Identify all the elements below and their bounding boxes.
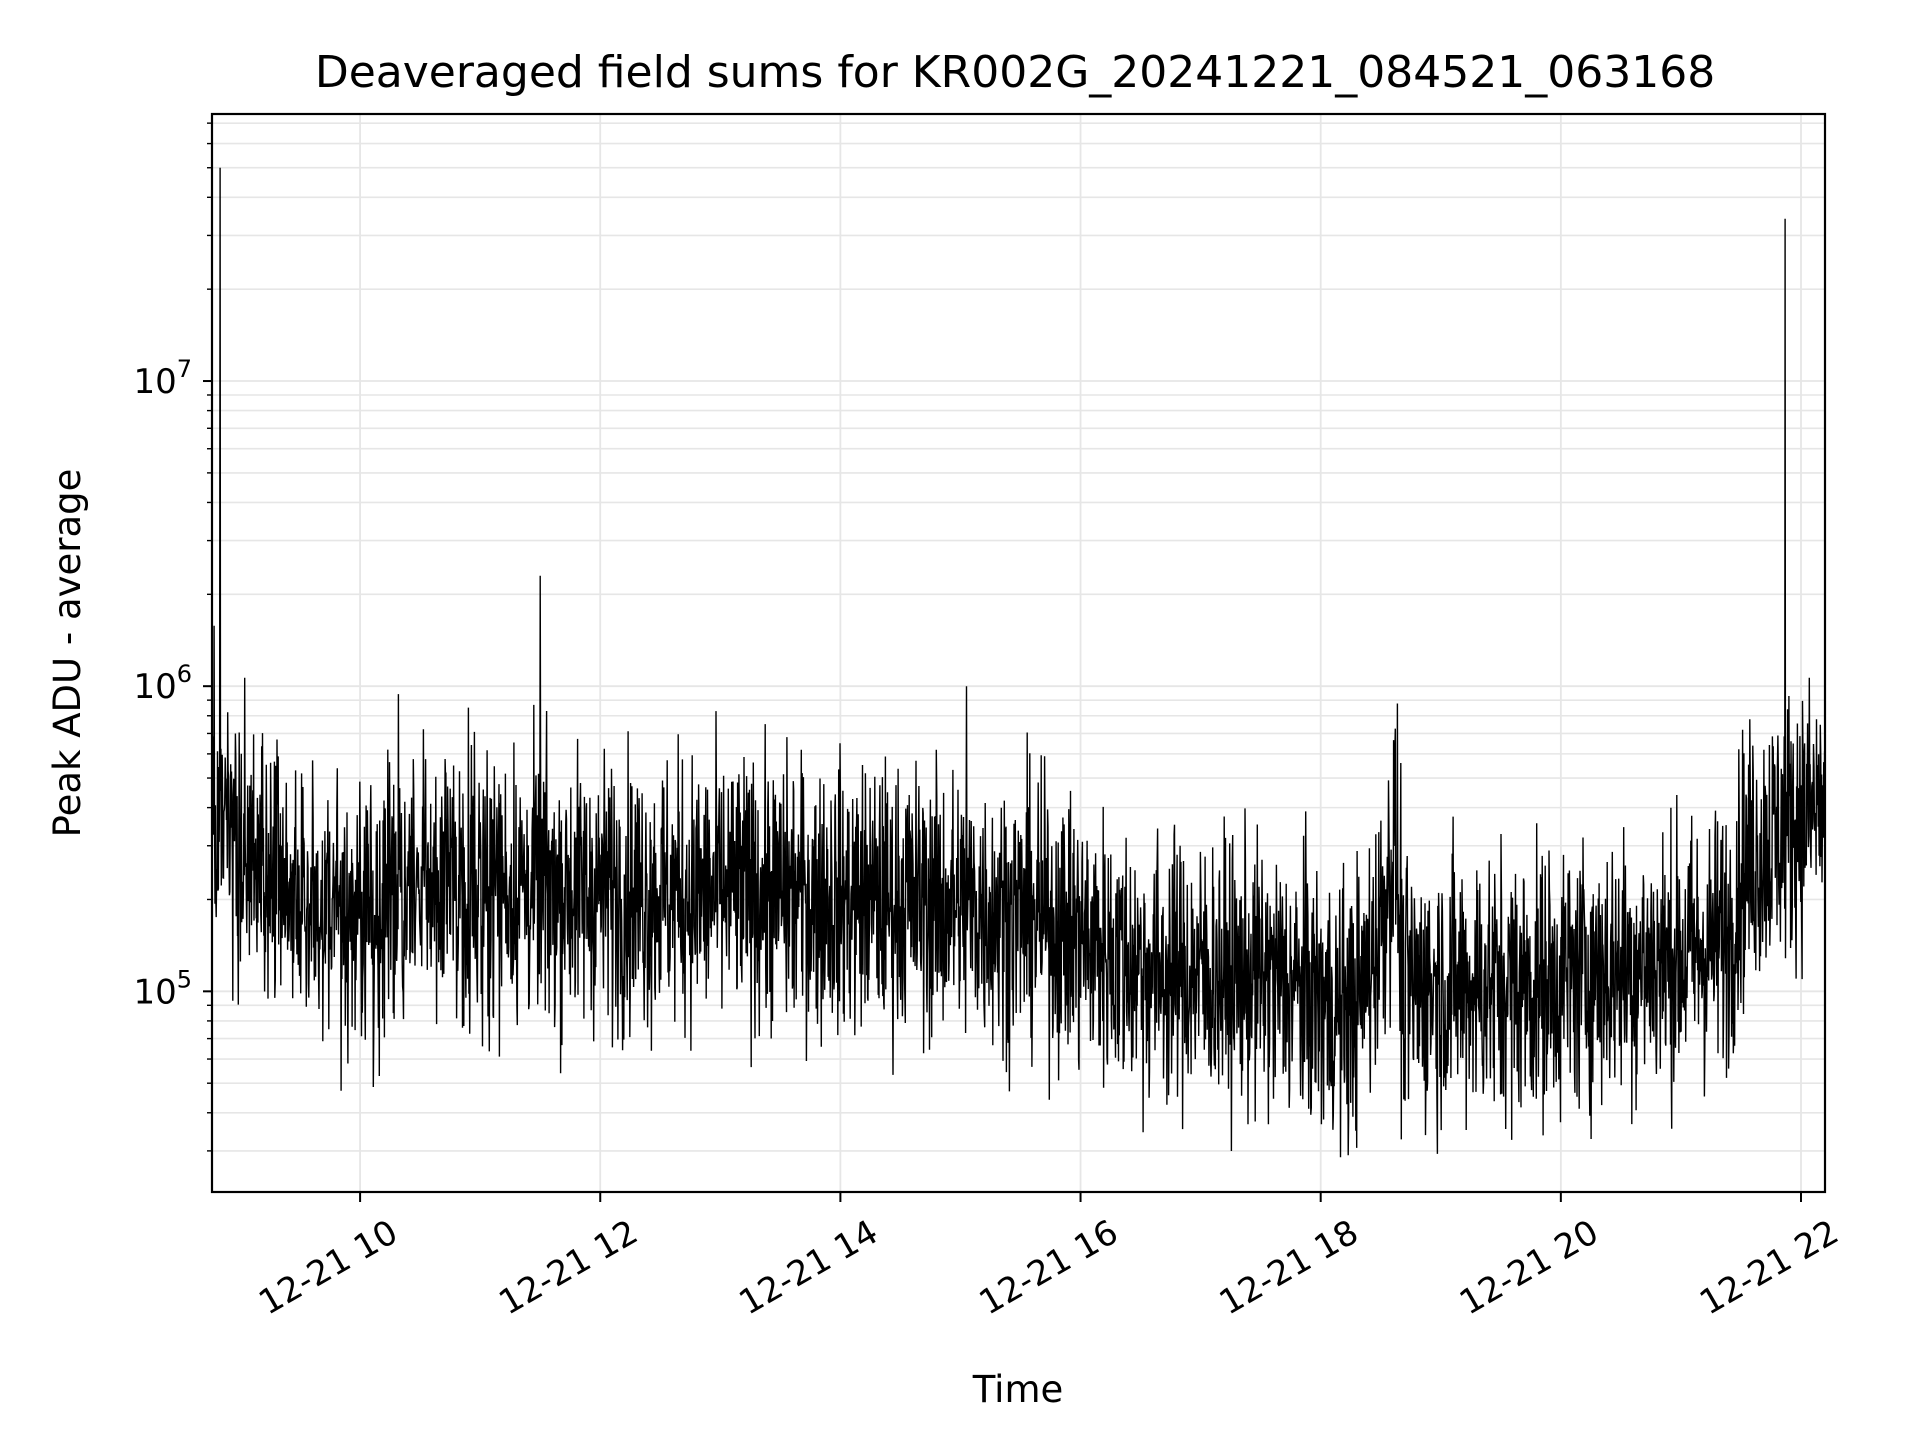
plot-frame <box>210 112 1827 1194</box>
x-tick-label: 12-21 22 <box>1693 1212 1845 1323</box>
grid <box>212 114 1825 1192</box>
y-tick-label: 107 <box>133 355 192 402</box>
x-axis: 12-21 10 12-21 12 12-21 14 12-21 16 12-21 18… <box>252 1192 1845 1323</box>
chart-title: Deaveraged field sums for KR002G_2024122… <box>315 47 1715 98</box>
y-axis: 105 106 107 <box>133 122 212 1152</box>
x-tick-label: 12-21 14 <box>732 1212 884 1323</box>
x-tick-label: 12-21 12 <box>492 1212 644 1323</box>
series-line <box>211 167 1826 1158</box>
x-tick-label: 12-21 16 <box>973 1212 1125 1323</box>
x-tick-label: 12-21 18 <box>1213 1212 1365 1323</box>
x-axis-title: Time <box>972 1368 1064 1411</box>
x-tick-label: 12-21 10 <box>252 1212 404 1323</box>
x-tick-label: 12-21 20 <box>1453 1212 1605 1323</box>
y-axis-title: Peak ADU - average <box>46 469 89 838</box>
y-tick-label: 106 <box>133 660 192 707</box>
y-tick-label: 105 <box>133 965 192 1012</box>
